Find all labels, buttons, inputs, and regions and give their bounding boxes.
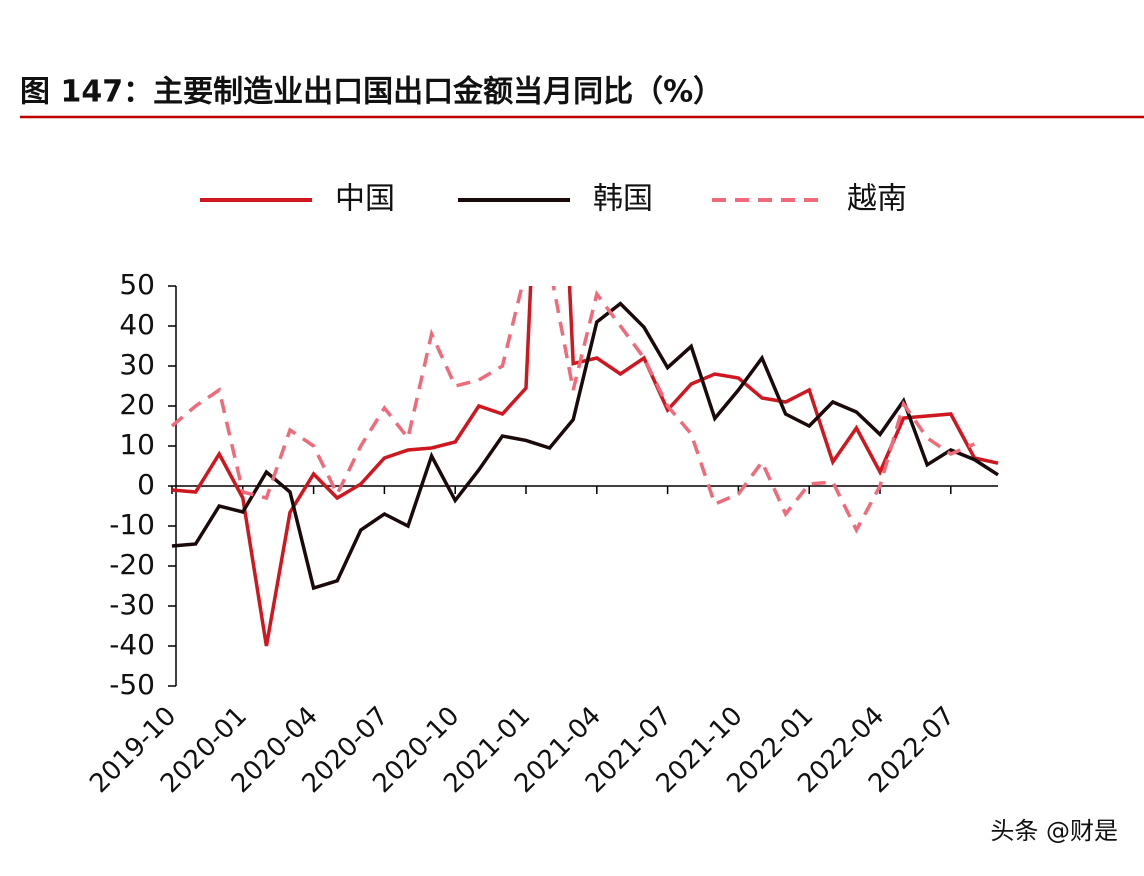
y-tick-label: 50 bbox=[119, 268, 155, 301]
series-line bbox=[170, 286, 976, 534]
y-tick-label: 20 bbox=[119, 388, 155, 421]
y-tick-label: -50 bbox=[109, 668, 155, 701]
y-tick-label: 0 bbox=[137, 468, 155, 501]
y-tick-label: -20 bbox=[109, 548, 155, 581]
y-tick-label: -30 bbox=[109, 588, 155, 621]
legend-label: 中国 bbox=[335, 182, 395, 217]
plot-area bbox=[170, 286, 999, 647]
watermark: 头条 @财是 bbox=[990, 817, 1118, 845]
y-tick-label: 40 bbox=[119, 308, 155, 341]
series-line bbox=[171, 301, 999, 591]
chart-title: 图 147：主要制造业出口国出口金额当月同比（%） bbox=[20, 75, 723, 110]
legend-label: 韩国 bbox=[593, 182, 653, 217]
y-tick-label: -10 bbox=[109, 508, 155, 541]
y-tick-label: 10 bbox=[119, 428, 155, 461]
series-line bbox=[171, 286, 999, 647]
y-tick-label: -40 bbox=[109, 628, 155, 661]
legend-label: 越南 bbox=[847, 182, 907, 217]
y-tick-label: 30 bbox=[119, 348, 155, 381]
